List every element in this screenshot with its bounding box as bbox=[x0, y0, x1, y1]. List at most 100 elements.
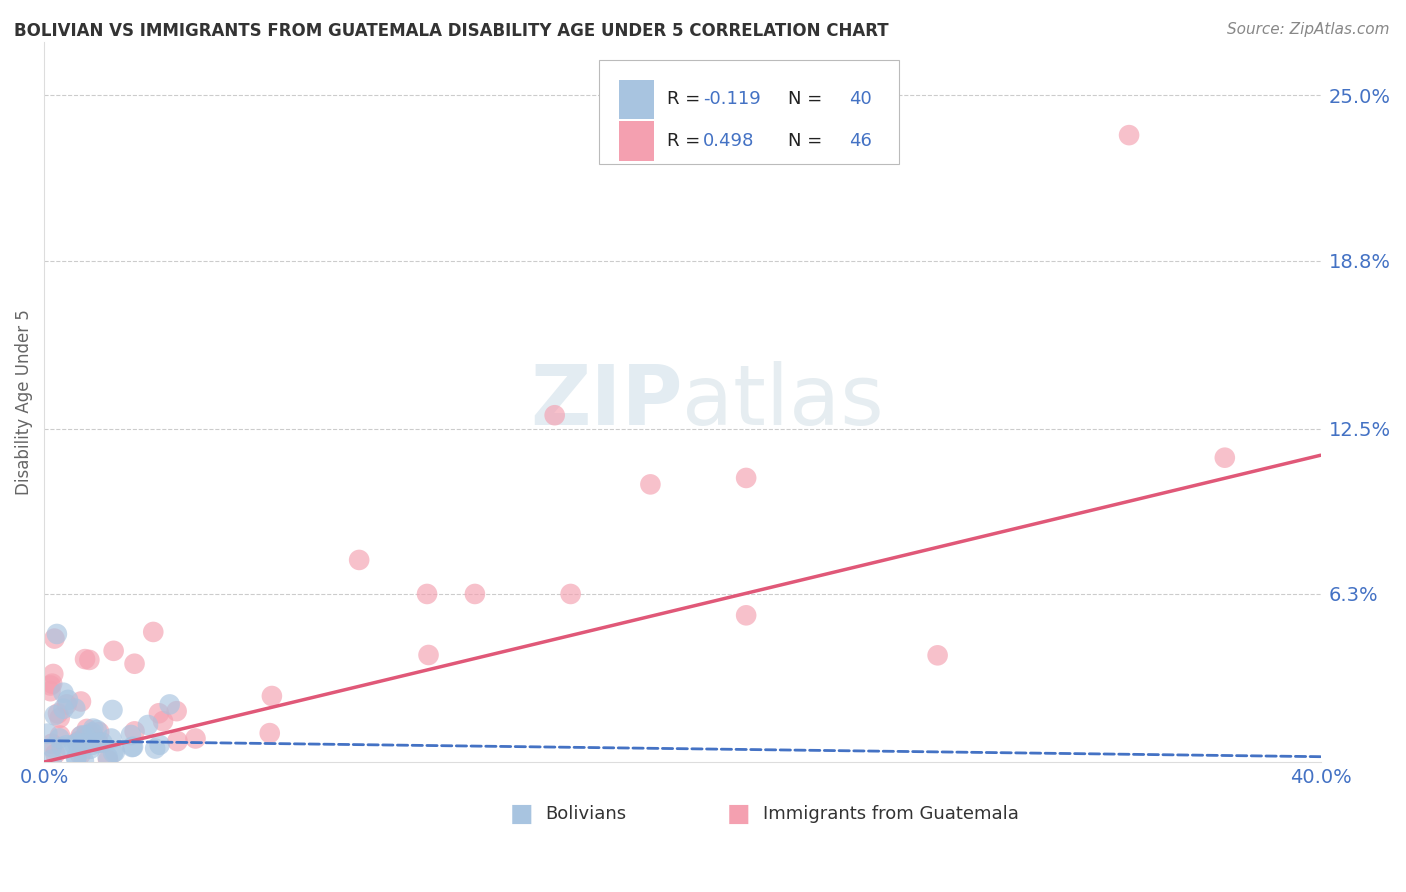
Point bbox=[52, 702, 75, 716]
Point bbox=[70, 728, 93, 742]
Point bbox=[97, 753, 120, 767]
Point bbox=[79, 653, 101, 667]
Y-axis label: Disability Age Under 5: Disability Age Under 5 bbox=[15, 309, 32, 495]
Point bbox=[56, 693, 79, 707]
Point bbox=[41, 676, 63, 690]
Text: 46: 46 bbox=[849, 132, 872, 150]
Point bbox=[87, 736, 110, 750]
Point bbox=[82, 722, 104, 736]
Text: Immigrants from Guatemala: Immigrants from Guatemala bbox=[762, 805, 1018, 823]
Point bbox=[83, 731, 105, 745]
Point bbox=[65, 751, 87, 765]
Point bbox=[65, 751, 87, 765]
Point bbox=[560, 587, 582, 601]
Point bbox=[55, 738, 77, 752]
Text: Source: ZipAtlas.com: Source: ZipAtlas.com bbox=[1226, 22, 1389, 37]
Point bbox=[86, 723, 108, 737]
Text: R =: R = bbox=[666, 90, 706, 109]
Text: ZIP: ZIP bbox=[530, 361, 682, 442]
Point bbox=[45, 627, 67, 641]
Point bbox=[37, 726, 59, 740]
Point bbox=[39, 678, 62, 692]
Point bbox=[927, 648, 949, 663]
Text: atlas: atlas bbox=[682, 361, 884, 442]
Point bbox=[46, 706, 69, 721]
Point bbox=[97, 749, 120, 764]
Text: N =: N = bbox=[789, 132, 828, 150]
Point bbox=[87, 736, 110, 750]
Text: R =: R = bbox=[666, 132, 706, 150]
Point bbox=[79, 728, 101, 742]
Point bbox=[735, 471, 758, 485]
Point bbox=[73, 652, 96, 666]
Point bbox=[122, 739, 145, 754]
Point bbox=[124, 724, 146, 739]
Point bbox=[148, 706, 170, 721]
Point bbox=[166, 734, 188, 748]
Point bbox=[100, 731, 122, 746]
Point bbox=[347, 553, 370, 567]
Point bbox=[79, 742, 101, 756]
Point bbox=[142, 624, 165, 639]
Point bbox=[48, 731, 70, 746]
Point bbox=[166, 704, 188, 718]
Point bbox=[44, 708, 66, 723]
Point bbox=[41, 753, 63, 767]
Point bbox=[69, 747, 91, 762]
Point bbox=[48, 711, 70, 725]
Point bbox=[121, 740, 143, 755]
Point bbox=[103, 746, 125, 760]
Point bbox=[184, 731, 207, 746]
Text: -0.119: -0.119 bbox=[703, 90, 761, 109]
Point bbox=[91, 736, 114, 750]
Point bbox=[65, 701, 87, 715]
Point bbox=[42, 667, 65, 681]
Point bbox=[63, 738, 86, 752]
Point bbox=[101, 703, 124, 717]
Point bbox=[120, 728, 142, 742]
Point bbox=[89, 725, 111, 739]
Point bbox=[124, 657, 146, 671]
Point bbox=[51, 739, 73, 754]
Point bbox=[149, 738, 172, 752]
Point bbox=[544, 409, 567, 423]
Point bbox=[259, 726, 281, 740]
Text: BOLIVIAN VS IMMIGRANTS FROM GUATEMALA DISABILITY AGE UNDER 5 CORRELATION CHART: BOLIVIAN VS IMMIGRANTS FROM GUATEMALA DI… bbox=[14, 22, 889, 40]
Point bbox=[80, 725, 103, 739]
Point bbox=[80, 738, 103, 752]
Point bbox=[56, 698, 79, 712]
FancyBboxPatch shape bbox=[619, 79, 654, 120]
Point bbox=[1118, 128, 1140, 142]
Point bbox=[143, 741, 166, 756]
Text: 0.498: 0.498 bbox=[703, 132, 754, 150]
Point bbox=[76, 722, 98, 736]
Text: ■: ■ bbox=[510, 802, 534, 826]
Point bbox=[52, 686, 75, 700]
Point bbox=[416, 587, 439, 601]
FancyBboxPatch shape bbox=[619, 121, 654, 161]
Point bbox=[464, 587, 486, 601]
Text: 40: 40 bbox=[849, 90, 872, 109]
FancyBboxPatch shape bbox=[599, 60, 900, 164]
Point bbox=[159, 698, 181, 712]
Point bbox=[44, 632, 66, 646]
Point bbox=[44, 747, 66, 761]
Text: N =: N = bbox=[789, 90, 828, 109]
Point bbox=[418, 648, 440, 662]
Point bbox=[70, 694, 93, 708]
Point bbox=[75, 729, 97, 743]
Point bbox=[152, 714, 174, 728]
Point bbox=[103, 644, 125, 658]
Text: ■: ■ bbox=[727, 802, 751, 826]
Point bbox=[1213, 450, 1236, 465]
Point bbox=[136, 718, 159, 732]
Point bbox=[41, 737, 63, 751]
Text: Bolivians: Bolivians bbox=[546, 805, 627, 823]
Point bbox=[66, 736, 89, 750]
Point bbox=[67, 739, 90, 753]
Point bbox=[67, 734, 90, 748]
Point bbox=[73, 754, 96, 768]
Point bbox=[39, 684, 62, 698]
Point bbox=[72, 737, 94, 751]
Point bbox=[260, 689, 283, 703]
